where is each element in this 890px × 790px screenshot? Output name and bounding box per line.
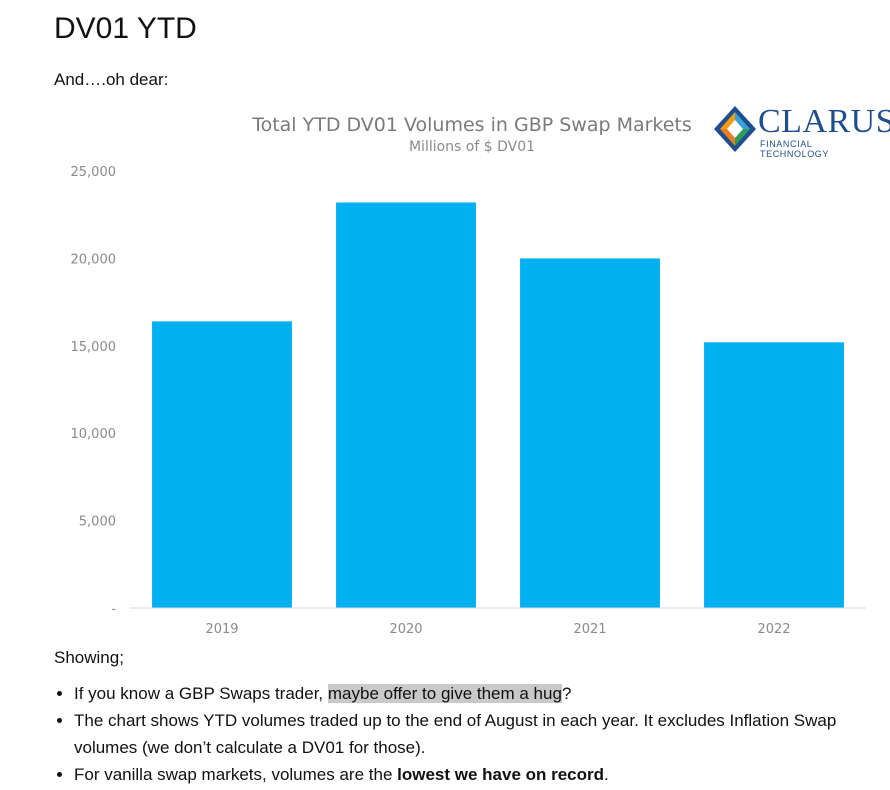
y-tick-label: 15,000	[71, 340, 117, 355]
logo-tagline: FINANCIAL TECHNOLOGY	[760, 139, 830, 159]
bullet1-text: If you know a GBP Swaps trader,	[74, 684, 328, 703]
chart-figure: Total YTD DV01 Volumes in GBP Swap Marke…	[54, 100, 890, 645]
y-tick-label: 5,000	[79, 515, 116, 530]
y-tick-label: 20,000	[71, 252, 117, 267]
list-item: For vanilla swap markets, volumes are th…	[74, 761, 874, 788]
showing-label: Showing;	[54, 648, 124, 667]
list-item: The chart shows YTD volumes traded up to…	[74, 707, 874, 761]
bullet3-end: .	[604, 765, 609, 784]
summary-list: If you know a GBP Swaps trader, maybe of…	[54, 680, 874, 788]
bar-2020	[336, 202, 476, 608]
page-heading: DV01 YTD	[54, 12, 197, 45]
bullet3-text: For vanilla swap markets, volumes are th…	[74, 765, 398, 784]
y-tick-label: 25,000	[71, 165, 117, 180]
chart-title: Total YTD DV01 Volumes in GBP Swap Marke…	[251, 114, 692, 136]
logo-wordmark: CLARUS	[758, 103, 890, 140]
bar-2019	[152, 321, 292, 608]
bold-text: lowest we have on record	[397, 765, 605, 784]
bar-2021	[520, 258, 660, 608]
x-tick-label: 2020	[389, 622, 422, 637]
bullet1-end: ?	[561, 684, 572, 703]
y-tick-label: -	[111, 602, 116, 617]
bar-chart: Total YTD DV01 Volumes in GBP Swap Marke…	[71, 114, 866, 637]
x-axis: 2019 2020 2021 2022	[205, 622, 790, 637]
chart-subtitle: Millions of $ DV01	[409, 139, 535, 155]
x-tick-label: 2021	[573, 622, 606, 637]
x-tick-label: 2019	[205, 622, 238, 637]
bars	[152, 202, 844, 608]
clarus-logo: CLARUS FINANCIAL TECHNOLOGY	[714, 104, 890, 159]
bar-2022	[704, 342, 844, 608]
clarus-diamond-icon	[714, 106, 756, 152]
intro-text: And….oh dear:	[54, 70, 169, 89]
highlighted-text: maybe offer to give them a hug	[327, 684, 562, 703]
bullet2-text: The chart shows YTD volumes traded up to…	[74, 711, 837, 757]
x-tick-label: 2022	[757, 622, 790, 637]
y-tick-label: 10,000	[71, 427, 117, 442]
y-axis: - 5,000 10,000 15,000 20,000 25,000	[71, 165, 117, 617]
list-item: If you know a GBP Swaps trader, maybe of…	[74, 680, 874, 707]
